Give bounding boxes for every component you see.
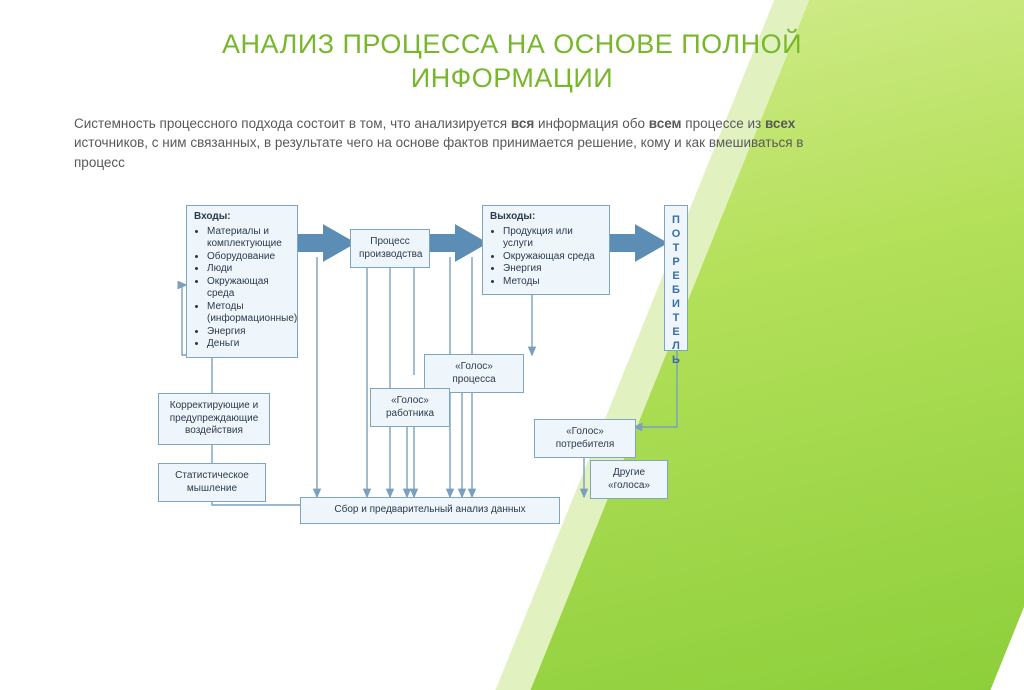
desc-bold: всем: [649, 116, 682, 131]
process-diagram: Входы: Материалы и комплектующие Оборудо…: [172, 205, 812, 545]
list-item: Люди: [207, 263, 290, 276]
outputs-box: Выходы: Продукция или услуги Окружающая …: [482, 205, 610, 295]
consumer-box: ПОТРЕБИТЕЛЬ: [664, 205, 688, 351]
desc-text: процессе из: [682, 116, 765, 131]
list-item: Деньги: [207, 338, 290, 351]
stat-thinking-box: Статистическое мышление: [158, 463, 266, 502]
list-item: Продукция или услуги: [503, 226, 602, 251]
voice-consumer-box: «Голос» потребителя: [534, 419, 636, 458]
list-item: Методы (информационные): [207, 301, 290, 326]
inputs-box: Входы: Материалы и комплектующие Оборудо…: [186, 205, 298, 358]
desc-bold: всех: [765, 116, 795, 131]
desc-text: источников, с ним связанных, в результат…: [74, 135, 803, 170]
collection-box: Сбор и предварительный анализ данных: [300, 497, 560, 524]
process-box: Процесс производства: [350, 229, 430, 268]
collection-label: Сбор и предварительный анализ данных: [334, 504, 525, 515]
slide-content: АНАЛИЗ ПРОЦЕССА НА ОСНОВЕ ПОЛНОЙ ИНФОРМА…: [0, 0, 1024, 172]
other-voices-box: Другие «голоса»: [590, 460, 668, 499]
desc-text: Системность процессного подхода состоит …: [74, 116, 511, 131]
list-item: Методы: [503, 276, 602, 289]
slide-title: АНАЛИЗ ПРОЦЕССА НА ОСНОВЕ ПОЛНОЙ ИНФОРМА…: [132, 28, 892, 96]
voice-process-label: «Голос» процесса: [452, 361, 495, 385]
desc-bold: вся: [511, 116, 534, 131]
list-item: Оборудование: [207, 251, 290, 264]
voice-consumer-label: «Голос» потребителя: [556, 426, 615, 450]
voice-worker-label: «Голос» работника: [386, 395, 434, 419]
inputs-list: Материалы и комплектующие Оборудование Л…: [194, 226, 290, 351]
corrective-box: Корректирующие и предупреждающие воздейс…: [158, 393, 270, 445]
list-item: Энергия: [207, 326, 290, 339]
list-item: Материалы и комплектующие: [207, 226, 290, 251]
list-item: Энергия: [503, 263, 602, 276]
inputs-header: Входы:: [194, 211, 290, 224]
stat-thinking-label: Статистическое мышление: [175, 470, 249, 494]
desc-text: информация обо: [534, 116, 649, 131]
consumer-label: ПОТРЕБИТЕЛЬ: [670, 214, 682, 368]
slide-description: Системность процессного подхода состоит …: [74, 114, 814, 173]
outputs-list: Продукция или услуги Окружающая среда Эн…: [490, 226, 602, 289]
list-item: Окружающая среда: [503, 251, 602, 264]
process-label: Процесс производства: [359, 236, 422, 260]
voice-worker-box: «Голос» работника: [370, 388, 450, 427]
outputs-header: Выходы:: [490, 211, 602, 224]
list-item: Окружающая среда: [207, 276, 290, 301]
corrective-label: Корректирующие и предупреждающие воздейс…: [170, 400, 259, 436]
other-voices-label: Другие «голоса»: [608, 467, 650, 491]
